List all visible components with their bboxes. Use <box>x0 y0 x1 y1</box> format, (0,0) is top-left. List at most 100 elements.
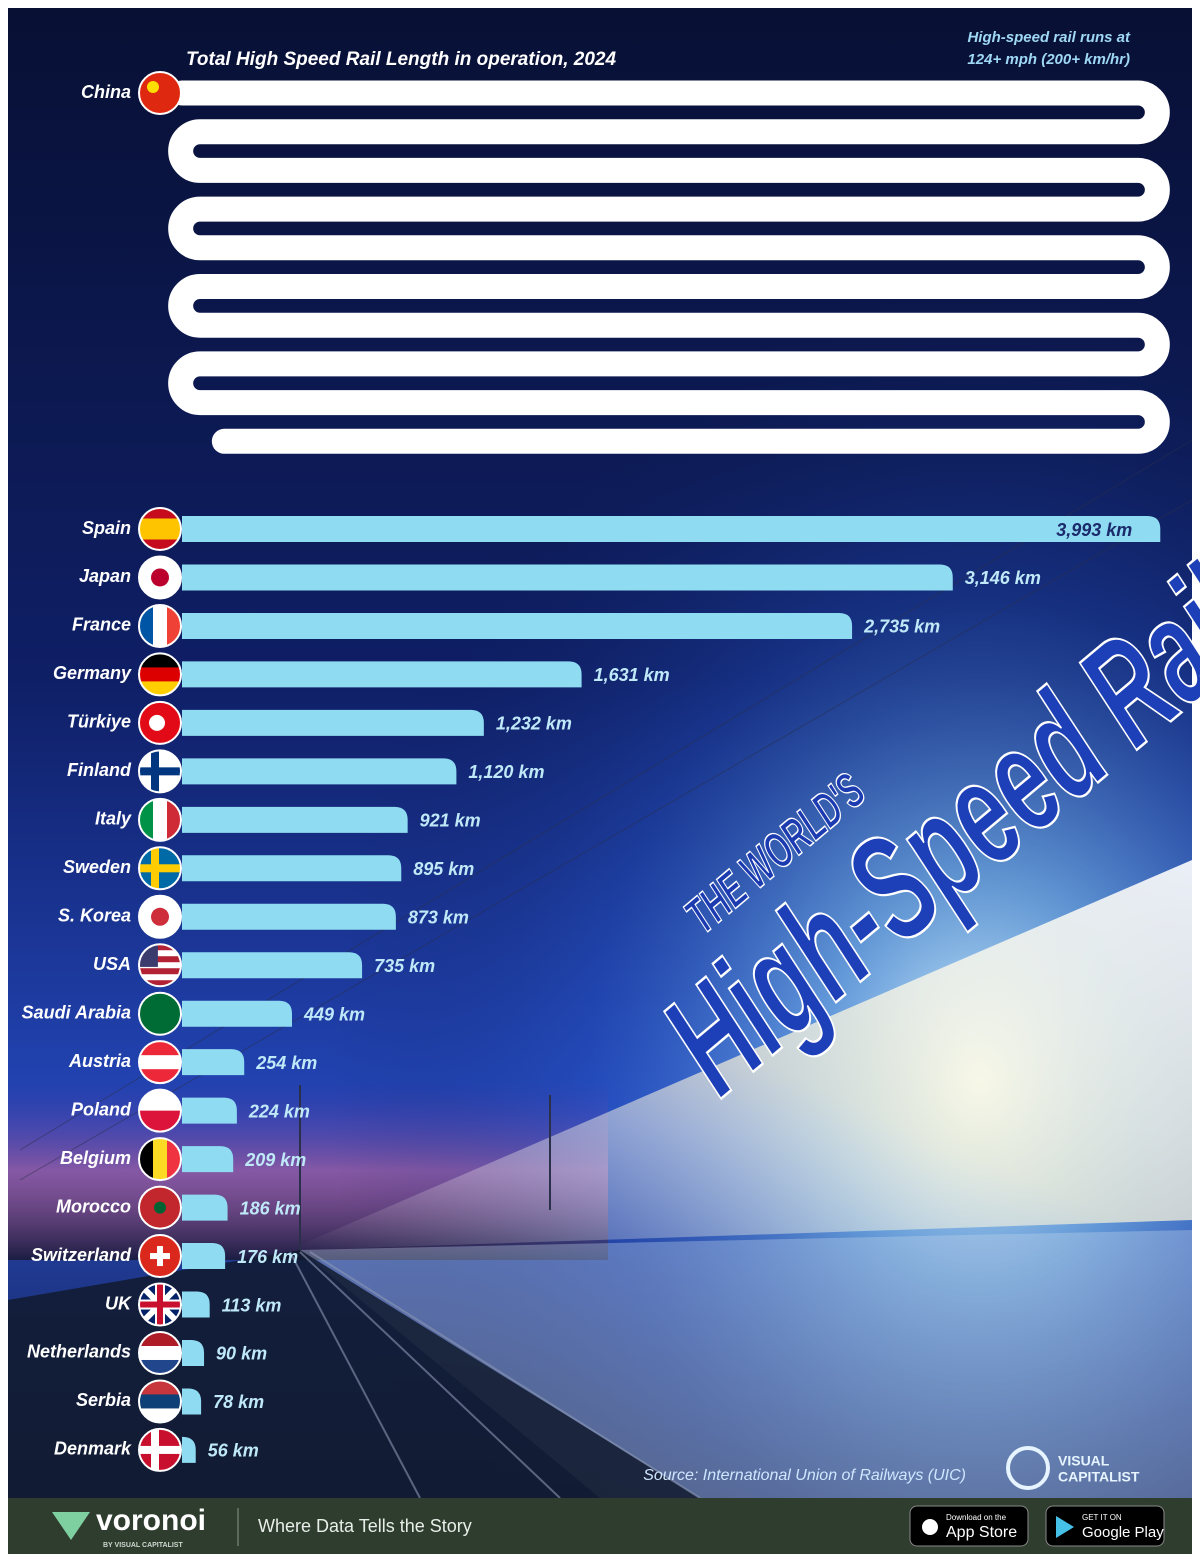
flag-stripe <box>139 539 181 550</box>
flag <box>139 750 181 793</box>
light-streak <box>300 860 1192 1250</box>
value-label: 895 km <box>413 859 474 879</box>
value-label: 1,120 km <box>468 762 544 782</box>
value-label: 1,631 km <box>594 665 670 685</box>
bar <box>182 1097 237 1124</box>
category-label: Belgium <box>60 1148 131 1168</box>
note-line: High-speed rail runs at <box>967 29 1131 46</box>
flag-stripe <box>153 604 168 647</box>
bar <box>182 1436 196 1463</box>
category-label: Switzerland <box>31 1245 132 1265</box>
flag-stripe <box>139 980 181 987</box>
value-label: 735 km <box>374 956 435 976</box>
bar <box>182 1388 202 1415</box>
value-label: 873 km <box>408 908 469 928</box>
rails <box>289 1251 701 1499</box>
bar <box>182 758 457 785</box>
value-label: 3,993 km <box>1056 520 1132 540</box>
bar <box>182 855 402 882</box>
category-label: Austria <box>68 1051 131 1071</box>
bar <box>182 1291 210 1318</box>
flag <box>139 72 181 114</box>
note-line: 124+ mph (200+ km/hr) <box>967 51 1130 68</box>
value-label: 40,493 km <box>239 428 350 454</box>
bar <box>182 1049 245 1076</box>
category-label: Finland <box>67 760 132 780</box>
category-label: Sweden <box>63 857 131 877</box>
flag-rim <box>138 71 182 115</box>
category-label: Italy <box>95 809 132 829</box>
bar <box>182 709 484 736</box>
value-label: 56 km <box>208 1441 259 1461</box>
category-label: Spain <box>82 518 131 538</box>
category-label: S. Korea <box>58 906 131 926</box>
category-label: Poland <box>71 1099 132 1119</box>
flag-stripe <box>139 1055 181 1070</box>
flag-stripe <box>139 1394 181 1409</box>
flag <box>139 992 181 1035</box>
category-label: Netherlands <box>27 1342 131 1362</box>
flag-rim <box>138 1185 182 1230</box>
bar <box>182 903 396 930</box>
flag-rim <box>138 1088 182 1133</box>
badge-small: Download on the <box>946 1513 1007 1522</box>
flag-stripe <box>139 956 181 963</box>
flag-stripe <box>153 798 168 841</box>
flag-rim <box>138 846 182 891</box>
category-label: Serbia <box>76 1390 131 1410</box>
category-label: USA <box>93 954 131 974</box>
bar <box>182 806 408 833</box>
flag-cross <box>151 750 159 793</box>
flag-rim <box>138 603 182 648</box>
flag-cross <box>151 1428 159 1471</box>
value-label: 1,232 km <box>496 714 572 734</box>
flag-rim <box>138 894 182 939</box>
value-label: 2,735 km <box>863 617 940 637</box>
flag-stripe <box>139 508 181 519</box>
play-icon <box>1056 1516 1074 1538</box>
bar <box>182 661 582 688</box>
flag-rim <box>138 1234 182 1279</box>
flag-stripe <box>139 1345 181 1361</box>
flag-stripe <box>139 667 181 682</box>
bar <box>182 1000 293 1027</box>
flag <box>139 847 181 890</box>
value-label: 113 km <box>222 1295 282 1315</box>
value-label: 254 km <box>255 1053 317 1073</box>
category-label: China <box>81 82 131 102</box>
google-play-badge[interactable] <box>1045 1505 1165 1547</box>
value-label: 3,146 km <box>965 568 1041 588</box>
category-label: Denmark <box>54 1439 132 1459</box>
category-label: Morocco <box>56 1196 131 1216</box>
flag-cross <box>139 864 181 873</box>
app-store-button[interactable]: Download on the App Store <box>909 1505 1029 1547</box>
bar <box>182 612 853 639</box>
value-label: 449 km <box>303 1004 365 1024</box>
app-store-badge[interactable] <box>909 1505 1029 1547</box>
flag-cross <box>157 1246 163 1267</box>
bar <box>182 1146 234 1173</box>
voronoi-logo: voronoi <box>96 1504 206 1537</box>
flag-stripe <box>139 962 181 969</box>
bar-serpentine <box>168 80 1170 454</box>
flag-stripe <box>139 968 181 975</box>
google-play-button[interactable]: GET IT ON Google Play <box>1045 1505 1165 1547</box>
value-label: 921 km <box>420 811 481 831</box>
category-label: France <box>72 615 131 635</box>
bar <box>182 516 1161 542</box>
flag-rim <box>138 1137 182 1182</box>
flag-cross <box>139 1445 181 1454</box>
category-label: Saudi Arabia <box>22 1002 131 1022</box>
flag-stripe <box>139 529 181 540</box>
flag <box>139 556 181 599</box>
flag-rim <box>138 797 182 842</box>
publisher-name: CAPITALIST <box>1058 1469 1140 1485</box>
bar <box>182 1339 205 1366</box>
value-label: 186 km <box>240 1198 301 1218</box>
flag-rim <box>138 943 182 988</box>
voronoi-icon <box>52 1512 90 1540</box>
bar <box>182 1194 228 1221</box>
flag-cross <box>151 847 159 890</box>
category-label: Germany <box>53 663 132 683</box>
flag-rim <box>138 555 182 600</box>
